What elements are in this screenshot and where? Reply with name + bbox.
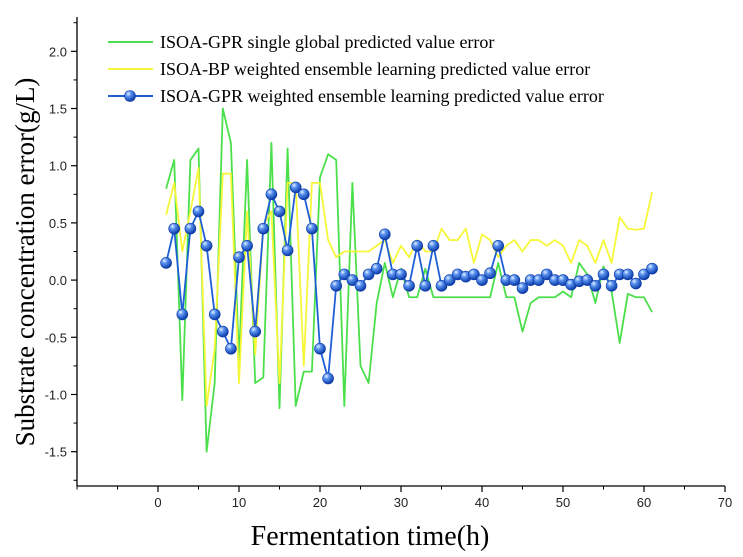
- data-point-blue: [297, 188, 310, 201]
- data-point-blue: [200, 239, 213, 252]
- legend-label-yellow: ISOA-BP weighted ensemble learning predi…: [160, 59, 590, 79]
- data-point-blue: [354, 280, 367, 292]
- data-point-blue: [330, 280, 343, 292]
- data-point-blue: [265, 188, 278, 201]
- data-point-blue: [225, 342, 237, 355]
- legend: ISOA-GPR single global predicted value e…: [108, 32, 604, 106]
- data-point-blue: [233, 251, 245, 264]
- data-point-blue: [395, 268, 407, 281]
- data-point-blue: [241, 239, 253, 252]
- data-point-blue: [532, 274, 545, 286]
- series-line-yellow: [165, 167, 653, 407]
- x-tick-label: 10: [232, 495, 246, 510]
- data-point-blue: [427, 239, 440, 252]
- data-point-blue: [508, 274, 521, 286]
- data-point-blue: [160, 257, 172, 269]
- data-point-blue: [630, 277, 642, 290]
- data-point-blue: [419, 280, 432, 292]
- y-tick-label: 1.5: [49, 102, 67, 117]
- series-line-green: [165, 107, 653, 453]
- data-point-blue: [281, 244, 294, 257]
- x-tick-label: 70: [718, 495, 732, 510]
- data-point-blue: [257, 222, 270, 235]
- data-point-blue: [589, 280, 602, 292]
- axes: 0 10 20 30 40 50 60 70 -1.5 -1.0 -0.5 0.0 0.5 1.0 1.5 2…: [45, 17, 732, 510]
- legend-label-green: ISOA-GPR single global predicted value e…: [160, 32, 494, 52]
- data-point-blue: [597, 268, 610, 281]
- data-point-blue: [338, 268, 351, 281]
- data-point-blue: [192, 205, 205, 218]
- data-point-blue: [322, 372, 334, 385]
- data-point-blue: [378, 228, 391, 241]
- y-tick-label: -1.5: [45, 445, 67, 460]
- data-point-blue: [476, 274, 488, 286]
- data-point-blue: [605, 280, 618, 292]
- legend-marker-blue: [124, 90, 136, 102]
- data-point-blue: [208, 308, 221, 321]
- data-point-blue: [646, 262, 658, 275]
- data-point-blue: [249, 325, 261, 338]
- data-point-blue: [217, 325, 229, 338]
- data-point-blue: [443, 274, 456, 286]
- data-point-blue: [403, 280, 415, 292]
- data-point-blue: [492, 239, 505, 252]
- data-point-blue: [362, 268, 375, 281]
- y-tick-label: 0.5: [49, 216, 67, 231]
- x-tick-label: 30: [394, 495, 408, 510]
- data-point-blue: [289, 181, 302, 194]
- data-point-blue: [306, 222, 318, 235]
- data-point-blue: [516, 282, 529, 294]
- x-tick-label: 20: [313, 495, 327, 510]
- y-tick-label: -1.0: [45, 387, 67, 402]
- x-tick-label: 50: [556, 495, 570, 510]
- data-point-blue: [411, 239, 424, 252]
- data-point-blue: [346, 274, 359, 286]
- x-tick-label: 0: [154, 495, 161, 510]
- data-point-blue: [168, 222, 180, 235]
- data-point-blue: [581, 274, 594, 286]
- data-point-blue: [176, 308, 189, 321]
- data-point-blue: [184, 222, 197, 235]
- series-layer: [160, 107, 658, 453]
- y-tick-label: 0.0: [49, 273, 67, 288]
- y-tick-label: 1.0: [49, 159, 67, 174]
- y-axis-title: Substrate concentration error(g/L): [10, 78, 40, 447]
- data-point-blue: [484, 267, 496, 280]
- data-point-blue: [314, 342, 326, 355]
- x-tick-label: 60: [637, 495, 651, 510]
- data-point-blue: [621, 268, 634, 281]
- data-point-blue: [370, 262, 383, 275]
- data-point-blue: [435, 280, 448, 292]
- data-point-blue: [468, 268, 480, 281]
- y-tick-label: -0.5: [45, 330, 67, 345]
- data-point-blue: [273, 205, 286, 218]
- legend-label-blue: ISOA-GPR weighted ensemble learning pred…: [160, 86, 604, 106]
- x-axis-title: Fermentation time(h): [251, 521, 490, 552]
- data-point-blue: [638, 268, 650, 281]
- y-tick-label: 2.0: [49, 44, 67, 59]
- x-tick-label: 40: [475, 495, 489, 510]
- data-point-blue: [540, 268, 553, 281]
